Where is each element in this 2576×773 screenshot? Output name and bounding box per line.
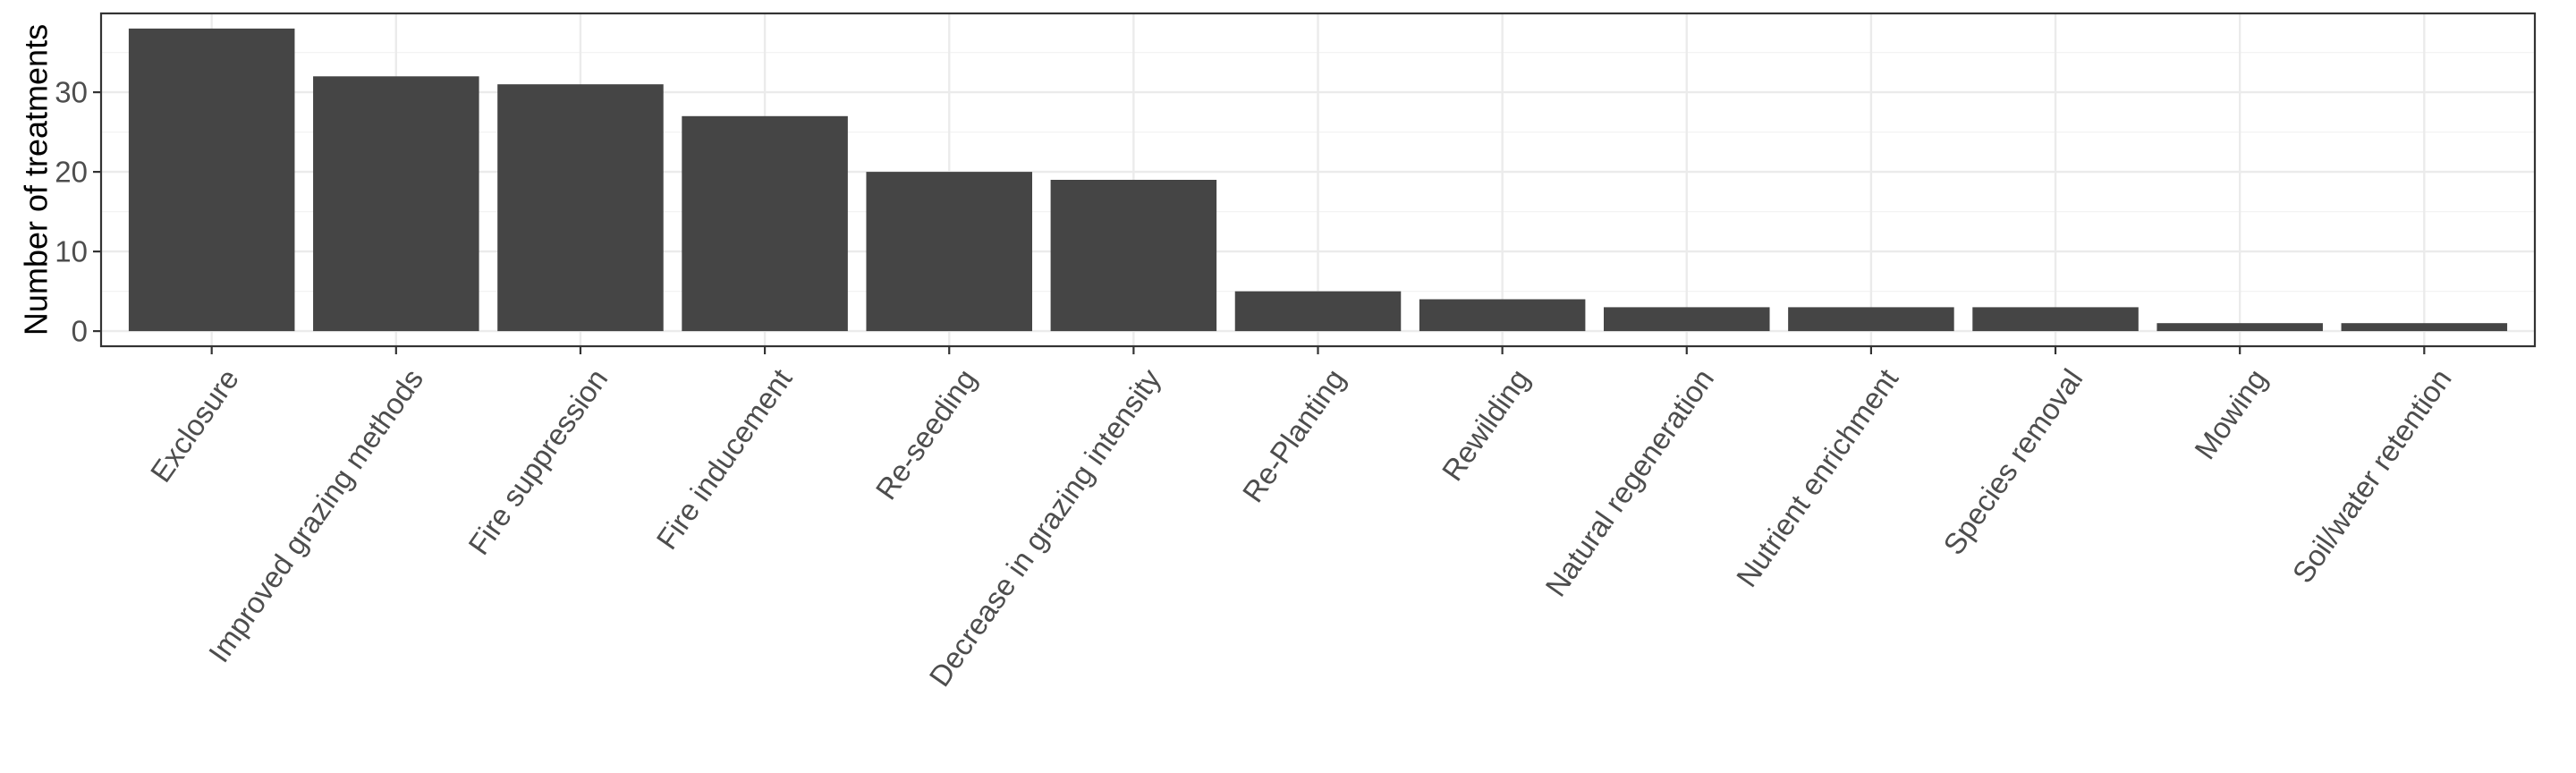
y-tick-label: 0: [72, 315, 88, 348]
y-tick-label: 10: [55, 235, 88, 268]
bar-decrease-in-grazing-intensity: [1050, 180, 1217, 332]
y-tick-label: 30: [55, 76, 88, 109]
bar-soil-water-retention: [2341, 323, 2508, 332]
bar-mowing: [2157, 323, 2323, 332]
bar-fire-inducement: [682, 115, 848, 332]
y-axis-title: Number of treatments: [18, 24, 55, 336]
bar-re-seeding: [866, 172, 1032, 332]
bar-improved-grazing-methods: [313, 76, 479, 332]
bar-nutrient-enrichment: [1788, 307, 1954, 332]
y-tick-label: 20: [55, 156, 88, 189]
bar-exclosure: [128, 28, 295, 332]
bar-fire-suppression: [497, 84, 664, 332]
bar-species-removal: [1972, 307, 2139, 332]
bars: [128, 28, 2508, 332]
bar-re-planting: [1234, 291, 1402, 332]
bar-rewilding: [1419, 299, 1586, 332]
y-axis-ticks: 0 10 20 30: [55, 76, 101, 348]
bar-natural-regeneration: [1604, 307, 1770, 332]
